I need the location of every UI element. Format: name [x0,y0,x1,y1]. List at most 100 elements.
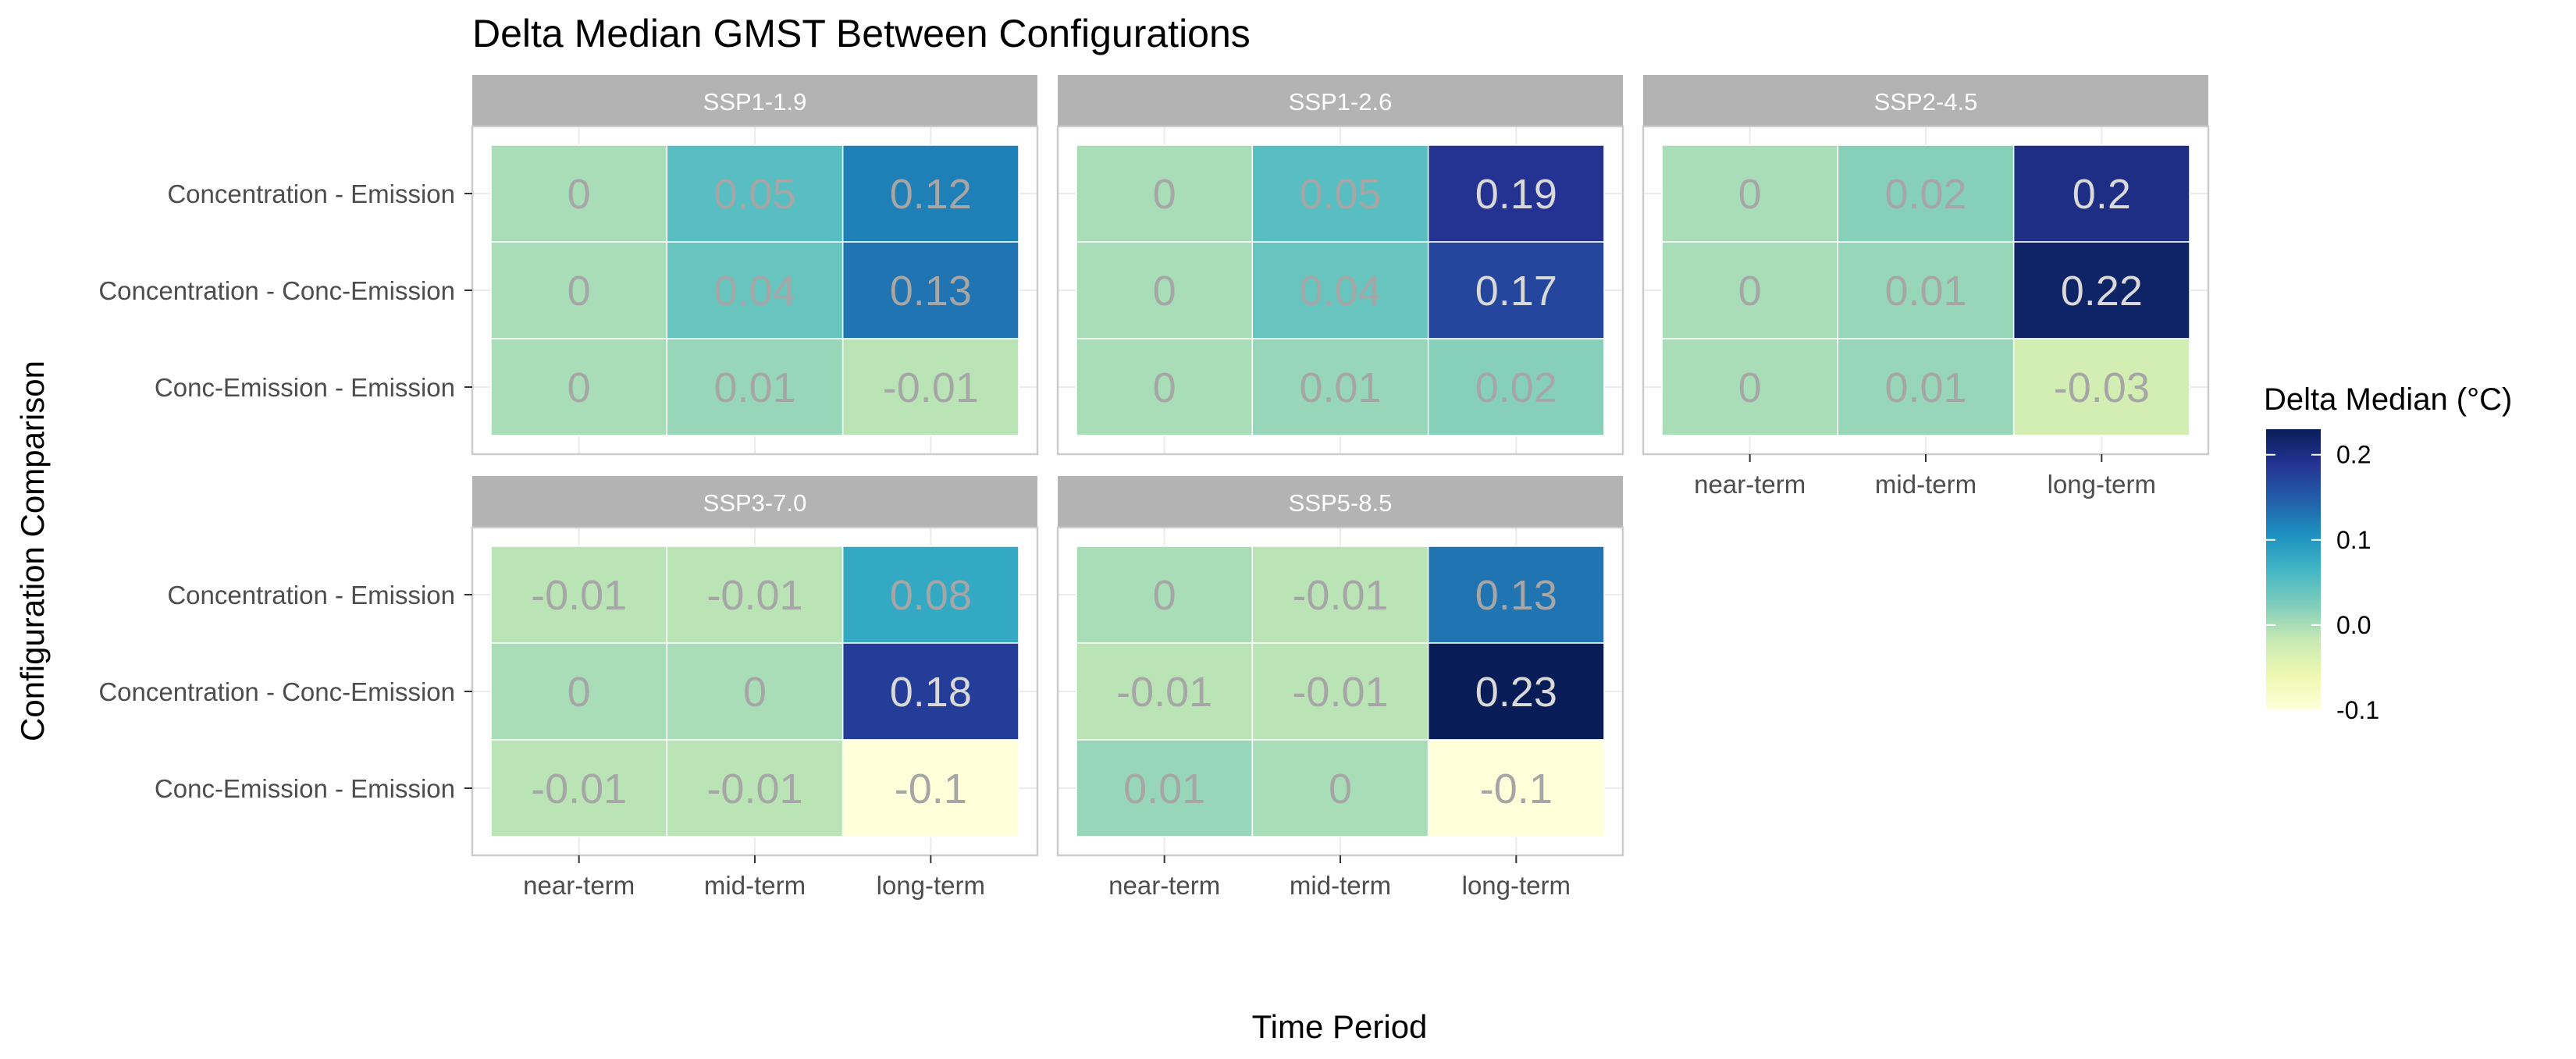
y-tick-label: Conc-Emission - Emission [155,774,455,803]
cell-value-label: 0.04 [713,268,795,315]
heatmap-cell [1427,144,1605,243]
x-tick-label: mid-term [704,871,806,900]
cell-value-label: -0.01 [706,766,802,812]
cell-value-label: 0 [568,171,591,218]
legend-tick-label: 0.1 [2336,526,2371,554]
cell-value-label: 0 [1738,171,1762,218]
cell-value-label: 0.18 [890,669,972,716]
cell-value-label: 0.02 [1884,171,1966,218]
cell-value-label: 0.17 [1475,268,1557,315]
x-tick-label: long-term [1462,871,1571,900]
cell-value-label: 0.13 [890,268,972,315]
cell-value-label: -0.1 [895,766,967,812]
legend-tick-label: 0.2 [2336,441,2371,469]
heatmap-cell [841,739,1019,837]
heatmap-cell [841,642,1019,741]
heatmap-cell [1251,739,1429,837]
cell-value-label: 0.19 [1475,171,1557,218]
cell-value-label: 0.04 [1299,268,1381,315]
heatmap-cell [490,739,668,837]
heatmap-cell [1661,241,1839,339]
heatmap-cell [1251,241,1429,339]
heatmap-cell [1427,545,1605,644]
cell-value-label: 0 [568,268,591,315]
facet-strip-label: SSP3-7.0 [703,489,807,517]
cell-value-label: -0.01 [706,572,802,619]
facet-panel: SSP3-7.0 -0.01 -0.01 0.08 0 0 0.18 -0.01 -0.01 -0… [98,476,1039,900]
x-tick-label: long-term [2048,470,2156,499]
cell-value-label: 0 [743,669,767,716]
facet-panel: SSP2-4.5 0 0.02 0.2 0 0.01 0.22 0 0.01 -0.03 near-… [1642,75,2210,499]
cell-value-label: 0.01 [1884,364,1966,411]
cell-value-label: -0.01 [531,766,627,812]
cell-value-label: -0.01 [1116,669,1212,716]
heatmap-cell [666,739,844,837]
cell-value-label: 0 [1329,766,1352,812]
cell-value-label: 0 [1153,171,1176,218]
heatmap-cell [490,545,668,644]
heatmap-cell [1076,144,1254,243]
heatmap-cell [841,338,1019,436]
heatmap-cell [1427,338,1605,436]
cell-value-label: 0.01 [1884,268,1966,315]
cell-value-label: -0.01 [883,364,979,411]
facet-strip [1643,75,2208,126]
heatmap-cell [2012,338,2190,436]
cell-value-label: 0.01 [1299,364,1381,411]
cell-value-label: -0.01 [1292,669,1388,716]
heatmap-cell [2012,241,2190,339]
cell-value-label: -0.1 [1480,766,1553,812]
heatmap-cell [1837,338,2015,436]
chart-title: Delta Median GMST Between Configurations [472,12,1251,55]
cell-value-label: 0.22 [2061,268,2143,315]
heatmap-cell [1076,338,1254,436]
legend-colorbar [2266,429,2321,710]
heatmap-cell [1251,642,1429,741]
heatmap-cell [490,642,668,741]
cell-value-label: 0.01 [1123,766,1205,812]
y-tick-label: Concentration - Emission [167,581,455,609]
facet-strip [1058,476,1623,528]
heatmap-cell [1076,545,1254,644]
facet-strip-label: SSP1-1.9 [703,88,807,115]
facet-strip [472,476,1037,528]
x-tick-label: long-term [877,871,985,900]
cell-value-label: 0 [1153,268,1176,315]
x-tick-label: mid-term [1875,470,1976,499]
heatmap-cell [490,338,668,436]
cell-value-label: 0.13 [1475,572,1557,619]
facet-panel: SSP1-2.6 0 0.05 0.19 0 0.04 0.17 0 0.01 0.02 [1056,75,1624,456]
cell-value-label: -0.03 [2054,364,2150,411]
heatmap-cell [1076,642,1254,741]
facet-panel: SSP1-1.9 0 0.05 0.12 0 0.04 0.13 0 0.01 -0.01 Conc… [98,75,1039,456]
y-axis-title: Configuration Comparison [14,361,51,741]
cell-value-label: -0.01 [531,572,627,619]
x-tick-label: near-term [523,871,635,900]
facet-panels: SSP1-1.9 0 0.05 0.12 0 0.04 0.13 0 0.01 -0.01 Conc… [98,75,2210,900]
y-tick-label: Concentration - Conc-Emission [98,677,455,706]
x-tick-label: near-term [1694,470,1806,499]
heatmap-cell [1427,739,1605,837]
heatmap-cell [1661,338,1839,436]
cell-value-label: 0.23 [1475,669,1557,716]
x-tick-label: near-term [1108,871,1220,900]
cell-value-label: 0 [1738,268,1762,315]
facet-panel: SSP5-8.5 0 -0.01 0.13 -0.01 -0.01 0.23 0.01 0 -0.… [1056,476,1624,900]
cell-value-label: 0 [1153,572,1176,619]
facet-strip-label: SSP2-4.5 [1874,88,1978,115]
facet-strip [472,75,1037,126]
heatmap-cell [1251,144,1429,243]
facet-strip-label: SSP5-8.5 [1289,489,1393,517]
cell-value-label: 0.05 [1299,171,1381,218]
cell-value-label: 0.01 [713,364,795,411]
heatmap-cell [841,545,1019,644]
heatmap-cell [841,241,1019,339]
legend-tick-label: 0.0 [2336,611,2371,639]
heatmap-cell [1251,338,1429,436]
cell-value-label: 0 [1738,364,1762,411]
cell-value-label: 0 [1153,364,1176,411]
y-tick-label: Conc-Emission - Emission [155,373,455,402]
y-tick-label: Concentration - Emission [167,179,455,208]
panel-border [1056,125,1624,456]
